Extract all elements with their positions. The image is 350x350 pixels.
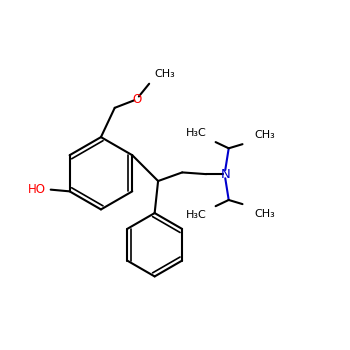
Text: CH₃: CH₃ xyxy=(154,69,175,78)
Text: HO: HO xyxy=(28,183,46,196)
Text: CH₃: CH₃ xyxy=(254,209,275,219)
Text: CH₃: CH₃ xyxy=(254,130,275,140)
Text: N: N xyxy=(220,168,230,181)
Text: H₃C: H₃C xyxy=(186,210,206,220)
Text: H₃C: H₃C xyxy=(186,128,206,138)
Text: O: O xyxy=(133,93,142,106)
